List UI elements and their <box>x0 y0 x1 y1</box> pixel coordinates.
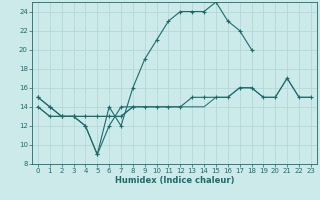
X-axis label: Humidex (Indice chaleur): Humidex (Indice chaleur) <box>115 176 234 185</box>
